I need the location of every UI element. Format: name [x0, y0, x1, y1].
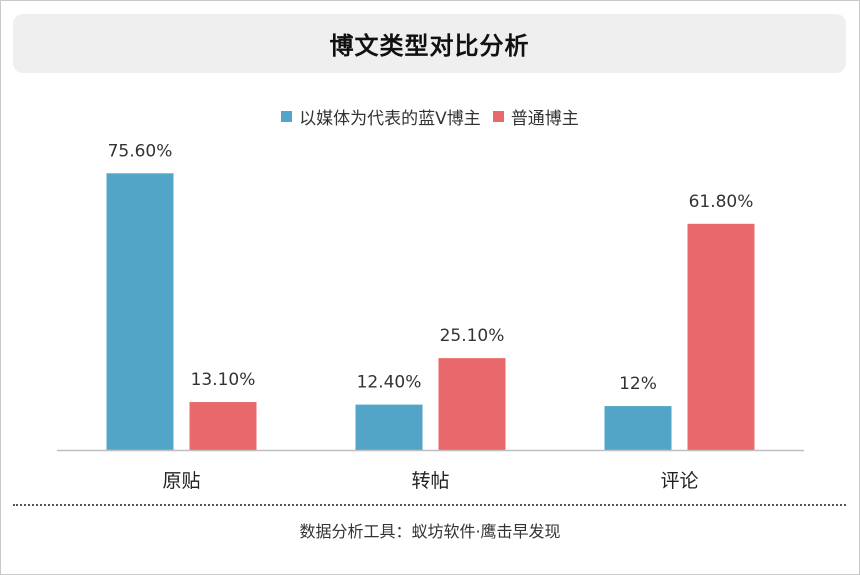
- legend-label-blue-v: 以媒体为代表的蓝V博主: [299, 108, 481, 129]
- data-label: 12.40%: [357, 373, 422, 393]
- data-label: 25.10%: [440, 326, 505, 346]
- bar: [106, 173, 174, 450]
- bar: [687, 223, 755, 450]
- bar: [355, 404, 423, 450]
- x-tick-label: 原贴: [162, 470, 200, 492]
- chart-title: 博文类型对比分析: [329, 32, 530, 60]
- footer-divider: [13, 504, 846, 506]
- bar: [189, 402, 257, 450]
- legend-label-ordinary: 普通博主: [510, 108, 579, 129]
- bar-chart: 75.60% 13.10% 原贴 12.40% 25.10% 转帖 12% 61.80% 评论: [57, 141, 804, 492]
- legend-item-ordinary: 普通博主: [492, 104, 579, 129]
- title-banner: 博文类型对比分析: [13, 14, 846, 73]
- data-label: 61.80%: [689, 192, 754, 212]
- bar: [438, 358, 506, 450]
- legend-swatch-ordinary: [492, 110, 504, 122]
- x-tick-label: 评论: [660, 470, 698, 492]
- data-label: 13.10%: [191, 370, 256, 390]
- footer-source: 数据分析工具：蚁坊软件·鹰击早发现: [299, 522, 561, 541]
- data-label: 12%: [619, 374, 657, 394]
- x-tick-label: 转帖: [411, 470, 449, 492]
- legend-swatch-blue-v: [281, 110, 293, 122]
- bar: [604, 406, 672, 450]
- legend-item-blue-v: 以媒体为代表的蓝V博主: [281, 104, 481, 129]
- legend: 以媒体为代表的蓝V博主 普通博主: [0, 104, 860, 129]
- data-label: 75.60%: [108, 141, 173, 161]
